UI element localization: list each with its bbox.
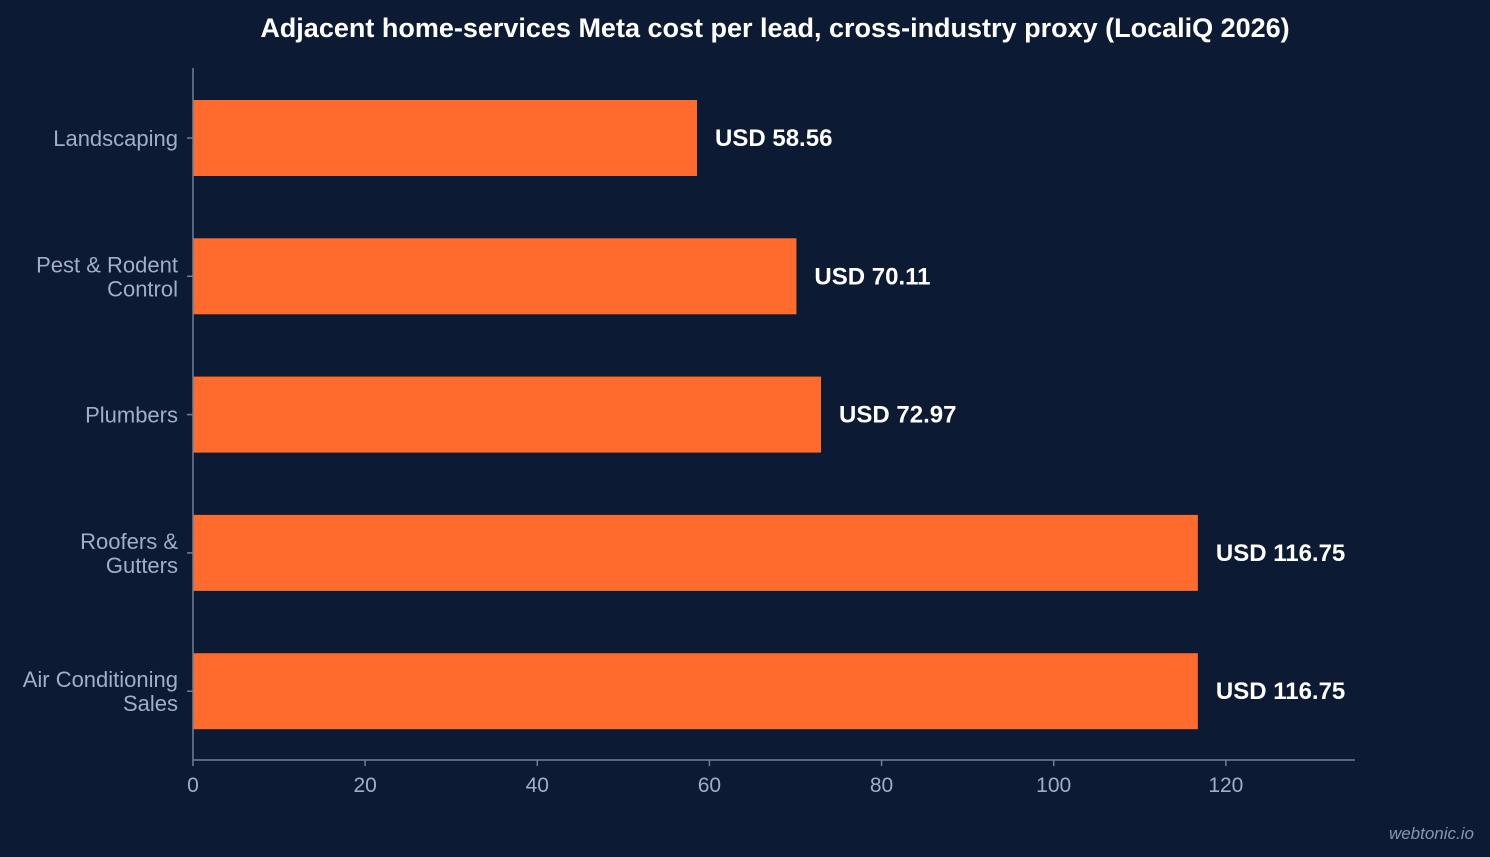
bar xyxy=(193,100,698,176)
y-tick-label: Roofers & Gutters xyxy=(80,529,178,578)
watermark-text: webtonic.io xyxy=(1389,824,1474,843)
y-tick-label-line: Roofers & xyxy=(80,529,178,554)
y-tick-label: Air Conditioning Sales xyxy=(23,667,178,716)
x-tick-label: 80 xyxy=(870,774,893,797)
chart-title: Adjacent home-services Meta cost per lea… xyxy=(260,13,1289,43)
bar xyxy=(193,238,797,315)
bar xyxy=(193,653,1198,730)
bar xyxy=(193,514,1198,591)
x-tick-label: 100 xyxy=(1036,774,1071,797)
y-tick-label: Plumbers xyxy=(85,403,178,428)
y-tick-label-line: Pest & Rodent xyxy=(36,252,178,277)
y-tick-label-line: Control xyxy=(107,276,178,301)
y-tick-label-line: Gutters xyxy=(106,553,178,578)
x-tick-label: 40 xyxy=(526,774,549,797)
y-tick-label-line: Landscaping xyxy=(53,126,178,151)
bars-layer: USD 58.56 USD 70.11 USD 72.97 USD 116.75 USD… xyxy=(193,100,1345,730)
data-label: USD 70.11 xyxy=(814,263,930,290)
y-tick-label-line: Sales xyxy=(123,691,178,716)
x-tick-label: 0 xyxy=(187,774,199,797)
x-tick-label: 60 xyxy=(698,774,721,797)
y-tick-label-line: Air Conditioning xyxy=(23,667,178,692)
x-tick-label: 20 xyxy=(353,774,376,797)
y-tick-label: Pest & Rodent Control xyxy=(36,252,178,301)
axes-layer: Landscaping Pest & Rodent Control Plumbers R… xyxy=(23,68,1355,797)
y-tick-label: Landscaping xyxy=(53,126,178,151)
x-tick-label: 120 xyxy=(1208,774,1243,797)
data-label: USD 58.56 xyxy=(715,125,832,152)
data-label: USD 116.75 xyxy=(1216,678,1345,705)
data-label: USD 72.97 xyxy=(839,402,956,429)
data-label: USD 116.75 xyxy=(1216,540,1345,567)
bar xyxy=(193,376,822,453)
y-tick-label-line: Plumbers xyxy=(85,403,178,428)
